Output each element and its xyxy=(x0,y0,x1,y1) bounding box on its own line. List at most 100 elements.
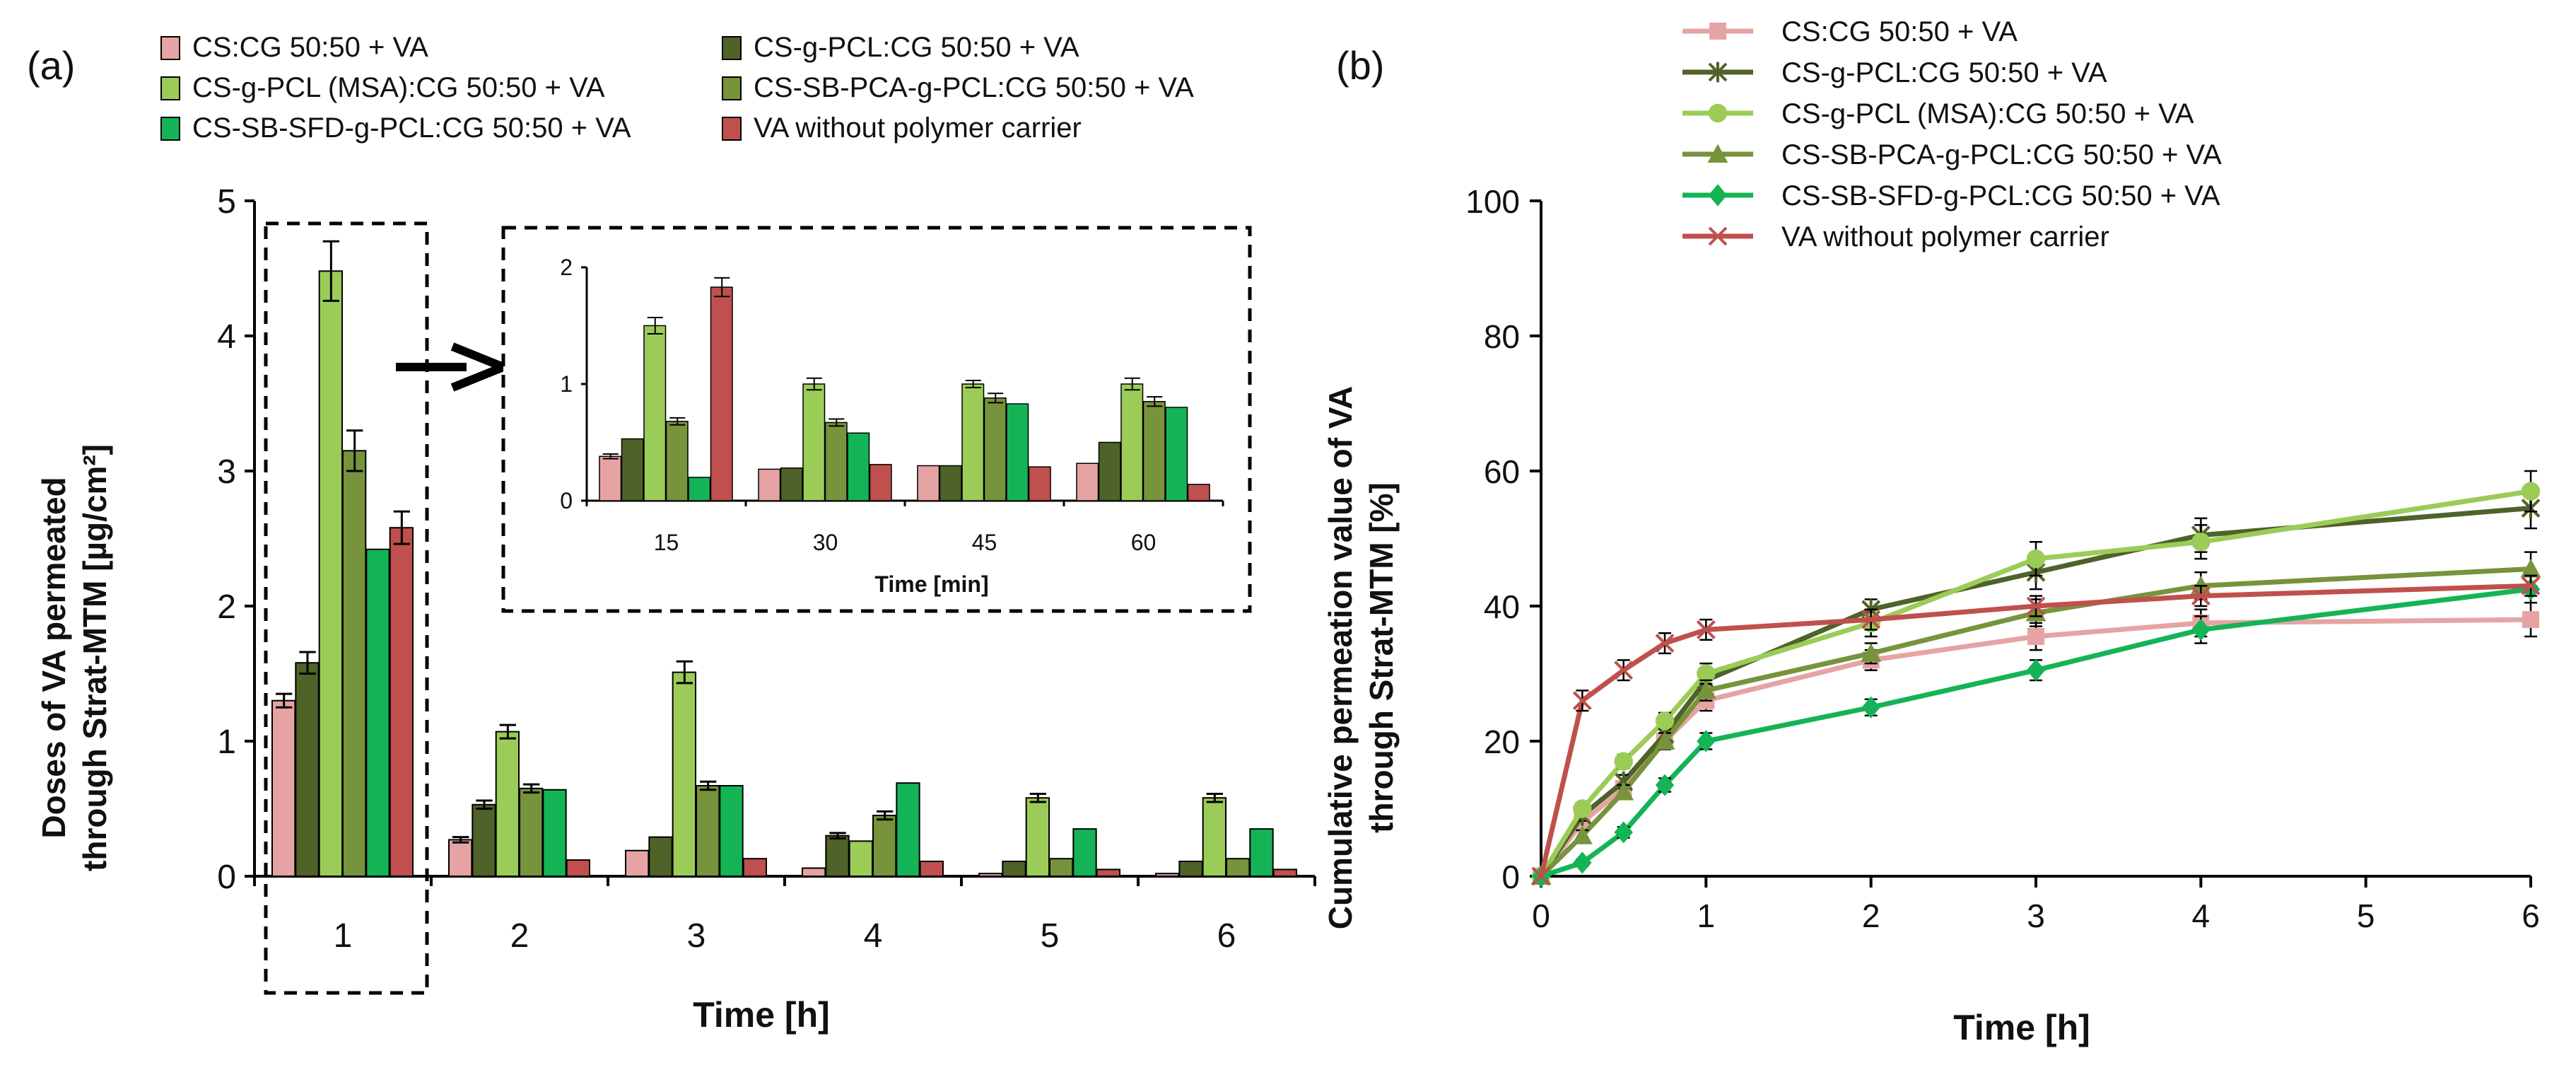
bar xyxy=(665,421,689,501)
bar xyxy=(802,867,826,878)
legend-label: VA without polymer carrier xyxy=(1781,221,2109,252)
marker-circle xyxy=(1655,711,1675,731)
y-tick-label: 0 xyxy=(560,488,573,513)
bar-chart-x-axis-title: Time [h] xyxy=(693,995,830,1035)
marker-x xyxy=(1655,634,1675,653)
bar xyxy=(342,450,367,877)
inset-bar-chart: 0 1 2 15 30 45 60 xyxy=(560,255,1224,555)
marker-x xyxy=(2026,596,2046,616)
marker-diamond xyxy=(2026,659,2046,682)
marker-circle xyxy=(2191,533,2211,552)
zoom-highlight-box xyxy=(264,221,429,995)
x-tick-label: 6 xyxy=(2522,897,2540,934)
bar xyxy=(939,465,962,501)
bar xyxy=(318,270,343,877)
marker-triangle xyxy=(1613,781,1634,801)
legend-label: CS-SB-SFD-g-PCL:CG 50:50 + VA xyxy=(1781,180,2220,211)
bar xyxy=(1249,828,1274,878)
x-tick-label: 1 xyxy=(1697,897,1716,934)
legend-swatch xyxy=(160,36,180,60)
x-tick-label: 3 xyxy=(687,917,706,955)
marker-triangle xyxy=(1707,144,1728,163)
bar xyxy=(710,286,733,501)
bar xyxy=(919,860,944,877)
legend-label: CS-SB-PCA-g-PCL:CG 50:50 + VA xyxy=(1781,139,2222,170)
marker-circle xyxy=(1708,103,1728,123)
bar xyxy=(742,858,767,878)
marker-star xyxy=(1708,62,1728,83)
x-tick-label: 4 xyxy=(864,917,883,955)
legend-swatch xyxy=(160,117,180,141)
bar xyxy=(625,849,650,877)
bar-chart-legend: CS:CG 50:50 + VA CS-g-PCL:CG 50:50 + VA CS… xyxy=(160,32,1194,144)
y-tick-label: 2 xyxy=(560,255,573,280)
bar xyxy=(566,859,591,877)
x-tick-label: 0 xyxy=(1532,897,1550,934)
y-tick-label: 60 xyxy=(1484,453,1520,490)
marker-x xyxy=(1614,661,1634,680)
bar xyxy=(1096,868,1120,877)
y-tick-label: 0 xyxy=(1501,859,1520,895)
bar xyxy=(917,465,940,501)
marker-diamond xyxy=(1861,696,1880,719)
bar xyxy=(542,789,567,878)
marker-square xyxy=(2522,611,2539,629)
legend-swatch xyxy=(722,36,742,60)
bar-chart-y-axis-title-line2: through Strat-MTM [µg/cm²] xyxy=(76,444,113,871)
bar xyxy=(825,835,850,877)
marker-diamond xyxy=(1708,184,1728,207)
marker-x xyxy=(2521,576,2541,595)
bar xyxy=(758,468,781,501)
bar xyxy=(495,731,520,877)
legend-swatch xyxy=(160,76,180,100)
y-tick-label: 2 xyxy=(217,588,236,626)
marker-x xyxy=(1696,620,1716,639)
bar xyxy=(1165,407,1188,501)
y-tick-label: 40 xyxy=(1484,588,1520,625)
legend-label: CS-g-PCL:CG 50:50 + VA xyxy=(754,32,1079,63)
bar xyxy=(872,815,897,878)
bar xyxy=(1202,797,1226,877)
bar xyxy=(1098,441,1121,501)
bar xyxy=(1120,383,1144,501)
y-tick-label: 1 xyxy=(560,371,573,397)
bar xyxy=(1025,797,1050,877)
marker-x xyxy=(2191,586,2211,606)
marker-diamond xyxy=(2191,618,2211,641)
bar-chart-y-axis-title-line1: Doses of VA permeated xyxy=(35,477,72,838)
bar xyxy=(961,383,985,501)
bar xyxy=(1178,860,1203,877)
bar xyxy=(621,438,644,501)
marker-triangle xyxy=(2520,559,2541,578)
y-tick-label: 20 xyxy=(1484,723,1520,760)
line-chart: 0 20 40 60 80 100 0 1 2 3 4 5 6 xyxy=(1465,183,2541,934)
bar xyxy=(648,836,673,877)
bar xyxy=(1049,858,1074,878)
marker-circle xyxy=(1573,799,1592,818)
marker-x xyxy=(1861,610,1881,629)
legend-label: VA without polymer carrier xyxy=(754,112,1082,144)
y-tick-label: 100 xyxy=(1465,183,1520,220)
bar xyxy=(389,527,414,877)
bar xyxy=(1028,466,1051,501)
marker-triangle xyxy=(1654,731,1675,750)
marker-circle xyxy=(2521,482,2541,501)
bar xyxy=(365,548,390,878)
x-tick-label: 4 xyxy=(2192,897,2211,934)
x-tick-label: 45 xyxy=(972,530,997,555)
legend-label: CS-SB-SFD-g-PCL:CG 50:50 + VA xyxy=(192,112,631,144)
marker-diamond xyxy=(1697,730,1716,752)
x-tick-label: 1 xyxy=(334,917,353,955)
x-tick-label: 2 xyxy=(510,917,529,955)
bar xyxy=(848,840,873,877)
x-tick-label: 3 xyxy=(2027,897,2045,934)
bar xyxy=(472,803,496,878)
line-chart-y-axis-title-line2: through Strat-MTM [%] xyxy=(1363,482,1400,833)
bar xyxy=(643,325,667,501)
marker-square xyxy=(1709,23,1726,40)
marker-triangle xyxy=(1571,825,1593,844)
marker-triangle xyxy=(1861,643,1882,662)
legend-label: CS:CG 50:50 + VA xyxy=(1781,16,2018,47)
bar xyxy=(1002,860,1026,877)
legend-swatch xyxy=(722,117,742,141)
